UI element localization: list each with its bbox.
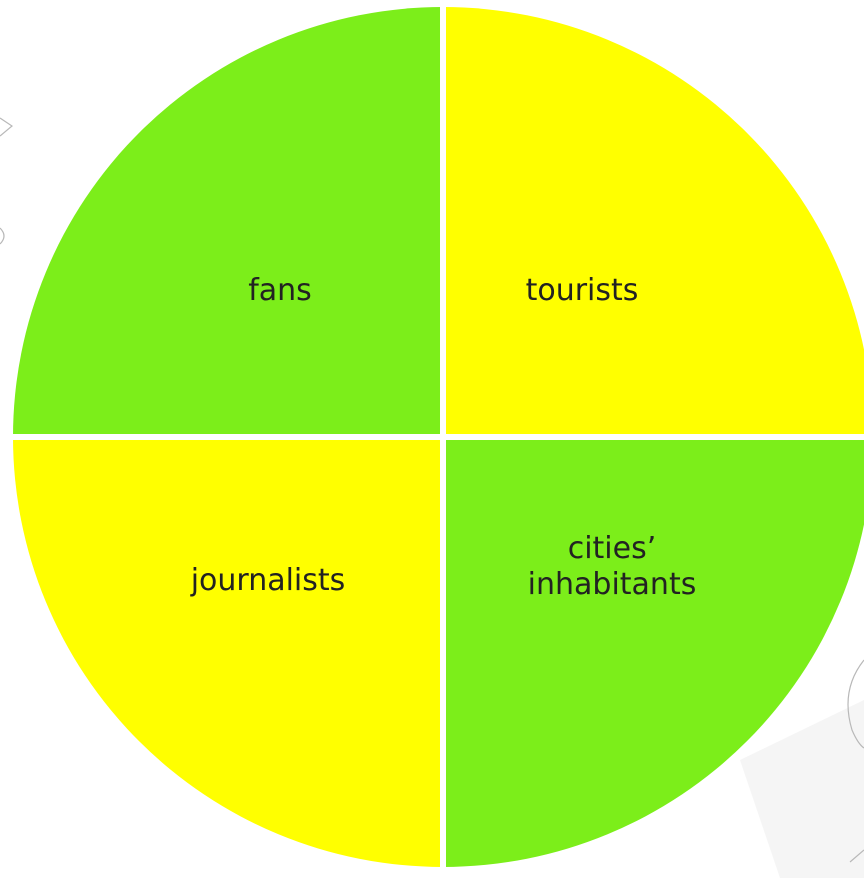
quadrant-label-line: journalists <box>190 563 346 598</box>
quadrant-bottom-right <box>443 437 864 867</box>
quadrant-top-right <box>443 7 864 437</box>
quadrant-top-left <box>13 7 443 437</box>
quadrant-label-top-left: fans <box>248 273 312 308</box>
horizontal-divider <box>0 434 864 440</box>
quadrant-label-line: inhabitants <box>528 567 697 602</box>
quadrant-group <box>13 7 864 867</box>
quadrant-label-bottom-left: journalists <box>190 563 346 598</box>
quadrant-label-bottom-right: cities’ inhabitants <box>528 531 697 602</box>
quadrant-labels: fans tourists journalists cities’ inhabitant… <box>190 273 697 602</box>
background-decoration <box>0 117 864 878</box>
quadrant-label-line: fans <box>248 273 312 308</box>
quadrant-label-line: cities’ <box>568 531 657 566</box>
quadrant-bottom-left <box>13 437 443 867</box>
quadrant-label-line: tourists <box>526 273 639 308</box>
quadrant-label-top-right: tourists <box>526 273 639 308</box>
